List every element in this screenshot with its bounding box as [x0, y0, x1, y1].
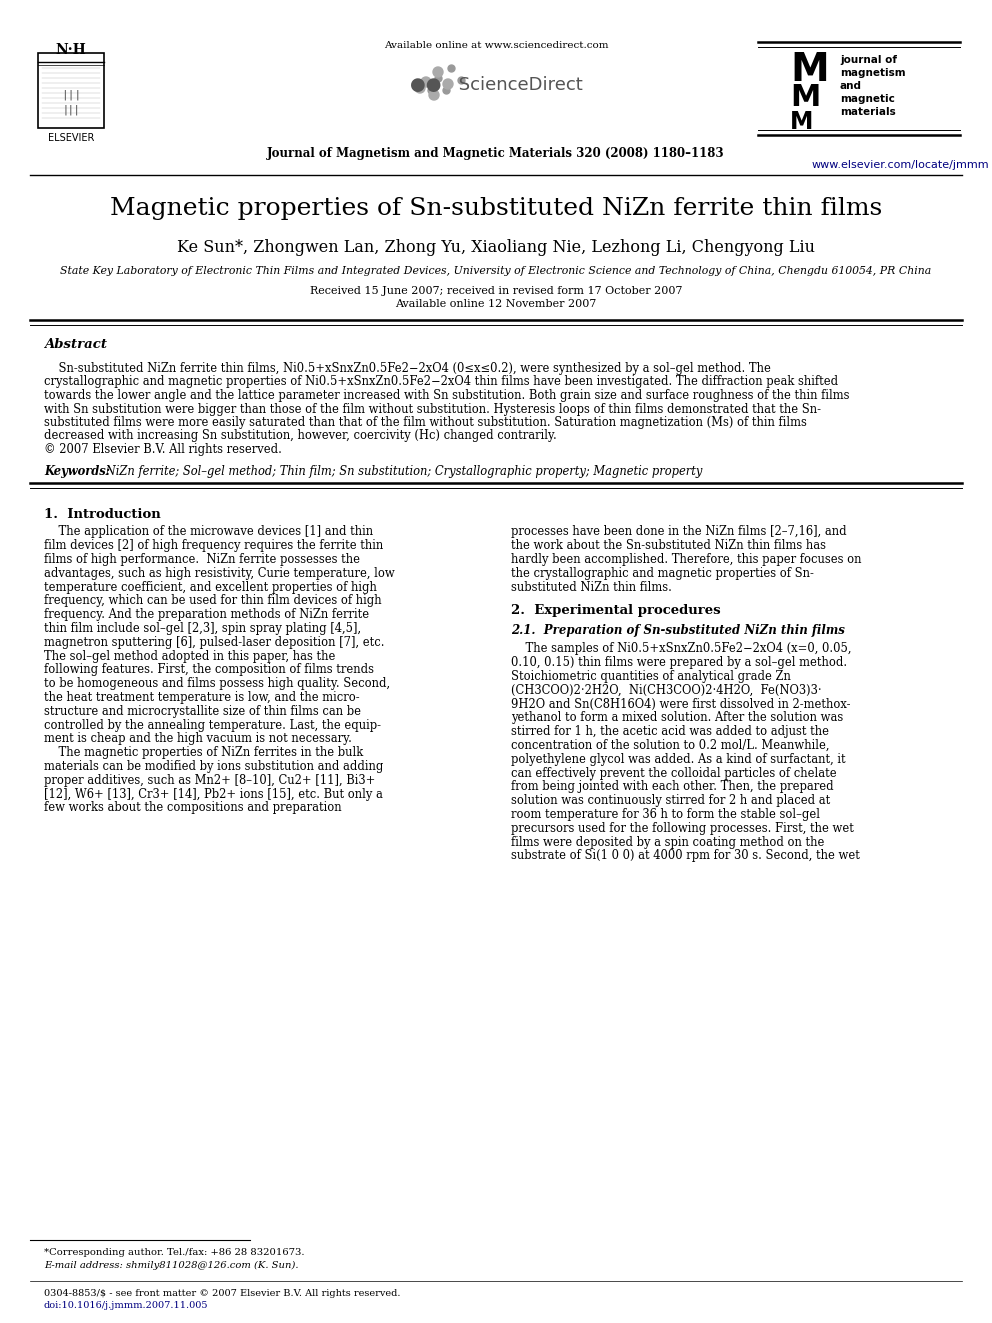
Text: following features. First, the composition of films trends: following features. First, the compositi… [44, 664, 374, 676]
Text: Magnetic properties of Sn-substituted NiZn ferrite thin films: Magnetic properties of Sn-substituted Ni… [110, 197, 882, 220]
Text: and: and [840, 81, 862, 91]
Text: thin film include sol–gel [2,3], spin spray plating [4,5],: thin film include sol–gel [2,3], spin sp… [44, 622, 361, 635]
Text: substituted films were more easily saturated than that of the film without subst: substituted films were more easily satur… [44, 415, 806, 429]
Text: Ke Sun*, Zhongwen Lan, Zhong Yu, Xiaoliang Nie, Lezhong Li, Chengyong Liu: Ke Sun*, Zhongwen Lan, Zhong Yu, Xiaolia… [177, 238, 815, 255]
Text: M: M [790, 52, 828, 89]
Text: the crystallographic and magnetic properties of Sn-: the crystallographic and magnetic proper… [511, 566, 813, 579]
Text: 2.1.  Preparation of Sn-substituted NiZn thin films: 2.1. Preparation of Sn-substituted NiZn … [511, 624, 845, 638]
Text: *Corresponding author. Tel./fax: +86 28 83201673.: *Corresponding author. Tel./fax: +86 28 … [44, 1248, 305, 1257]
Text: precursors used for the following processes. First, the wet: precursors used for the following proces… [511, 822, 854, 835]
Text: The magnetic properties of NiZn ferrites in the bulk: The magnetic properties of NiZn ferrites… [44, 746, 363, 759]
FancyBboxPatch shape [38, 53, 104, 128]
Text: Available online at www.sciencedirect.com: Available online at www.sciencedirect.co… [384, 41, 608, 49]
Text: frequency, which can be used for thin film devices of high: frequency, which can be used for thin fi… [44, 594, 382, 607]
Text: materials: materials [840, 107, 896, 116]
Text: substituted NiZn thin films.: substituted NiZn thin films. [511, 581, 672, 594]
Text: stirred for 1 h, the acetic acid was added to adjust the: stirred for 1 h, the acetic acid was add… [511, 725, 829, 738]
Circle shape [429, 90, 439, 101]
Text: [12], W6+ [13], Cr3+ [14], Pb2+ ions [15], etc. But only a: [12], W6+ [13], Cr3+ [14], Pb2+ ions [15… [44, 787, 383, 800]
Text: polyethylene glycol was added. As a kind of surfactant, it: polyethylene glycol was added. As a kind… [511, 753, 845, 766]
Text: NiZn ferrite; Sol–gel method; Thin film; Sn substitution; Crystallographic prope: NiZn ferrite; Sol–gel method; Thin film;… [102, 464, 702, 478]
Text: 9H2O and Sn(C8H16O4) were first dissolved in 2-methox-: 9H2O and Sn(C8H16O4) were first dissolve… [511, 697, 850, 710]
Text: E-mail address: shmily811028@126.com (K. Sun).: E-mail address: shmily811028@126.com (K.… [44, 1261, 299, 1270]
Text: The sol–gel method adopted in this paper, has the: The sol–gel method adopted in this paper… [44, 650, 335, 663]
Circle shape [443, 79, 453, 89]
Text: M: M [790, 110, 813, 134]
Text: doi:10.1016/j.jmmm.2007.11.005: doi:10.1016/j.jmmm.2007.11.005 [44, 1301, 208, 1310]
Text: towards the lower angle and the lattice parameter increased with Sn substitution: towards the lower angle and the lattice … [44, 389, 849, 402]
Text: 1.  Introduction: 1. Introduction [44, 508, 161, 520]
Text: Received 15 June 2007; received in revised form 17 October 2007: Received 15 June 2007; received in revis… [310, 286, 682, 296]
Text: M: M [790, 83, 820, 112]
Text: |||: ||| [61, 90, 81, 101]
Text: materials can be modified by ions substitution and adding: materials can be modified by ions substi… [44, 761, 383, 773]
Text: Stoichiometric quantities of analytical grade Zn: Stoichiometric quantities of analytical … [511, 671, 791, 683]
Text: room temperature for 36 h to form the stable sol–gel: room temperature for 36 h to form the st… [511, 808, 820, 822]
Text: The samples of Ni0.5+xSnxZn0.5Fe2−2xO4 (x=0, 0.05,: The samples of Ni0.5+xSnxZn0.5Fe2−2xO4 (… [511, 643, 851, 655]
Text: can effectively prevent the colloidal particles of chelate: can effectively prevent the colloidal pa… [511, 767, 836, 779]
Text: substrate of Si(1 0 0) at 4000 rpm for 30 s. Second, the wet: substrate of Si(1 0 0) at 4000 rpm for 3… [511, 849, 860, 863]
Text: 0.10, 0.15) thin films were prepared by a sol–gel method.: 0.10, 0.15) thin films were prepared by … [511, 656, 847, 669]
Text: films of high performance.  NiZn ferrite possesses the: films of high performance. NiZn ferrite … [44, 553, 360, 566]
Text: few works about the compositions and preparation: few works about the compositions and pre… [44, 802, 341, 815]
Text: Abstract: Abstract [44, 339, 107, 352]
Text: yethanol to form a mixed solution. After the solution was: yethanol to form a mixed solution. After… [511, 712, 843, 725]
Text: processes have been done in the NiZn films [2–7,16], and: processes have been done in the NiZn fil… [511, 525, 846, 538]
Text: www.elsevier.com/locate/jmmm: www.elsevier.com/locate/jmmm [811, 160, 989, 169]
Text: State Key Laboratory of Electronic Thin Films and Integrated Devices, University: State Key Laboratory of Electronic Thin … [61, 266, 931, 277]
Text: from being jointed with each other. Then, the prepared: from being jointed with each other. Then… [511, 781, 833, 794]
Text: crystallographic and magnetic properties of Ni0.5+xSnxZn0.5Fe2−2xO4 thin films h: crystallographic and magnetic properties… [44, 376, 838, 389]
Text: films were deposited by a spin coating method on the: films were deposited by a spin coating m… [511, 836, 824, 848]
Text: with Sn substitution were bigger than those of the film without substitution. Hy: with Sn substitution were bigger than th… [44, 402, 821, 415]
Text: |||: ||| [62, 105, 79, 115]
Text: magnetron sputtering [6], pulsed-laser deposition [7], etc.: magnetron sputtering [6], pulsed-laser d… [44, 636, 385, 648]
Text: hardly been accomplished. Therefore, this paper focuses on: hardly been accomplished. Therefore, thi… [511, 553, 861, 566]
Text: N·H: N·H [56, 44, 86, 57]
Text: The application of the microwave devices [1] and thin: The application of the microwave devices… [44, 525, 373, 538]
Text: the heat treatment temperature is low, and the micro-: the heat treatment temperature is low, a… [44, 691, 360, 704]
Text: decreased with increasing Sn substitution, however, coercivity (Hc) changed cont: decreased with increasing Sn substitutio… [44, 430, 557, 442]
Text: structure and microcrystallite size of thin films can be: structure and microcrystallite size of t… [44, 705, 361, 718]
Text: Keywords:: Keywords: [44, 464, 110, 478]
Text: (CH3COO)2·2H2O,  Ni(CH3COO)2·4H2O,  Fe(NO3)3·: (CH3COO)2·2H2O, Ni(CH3COO)2·4H2O, Fe(NO3… [511, 684, 821, 697]
Text: ●●   ScienceDirect: ●● ScienceDirect [410, 75, 582, 94]
Text: 2.  Experimental procedures: 2. Experimental procedures [511, 605, 720, 618]
Text: frequency. And the preparation methods of NiZn ferrite: frequency. And the preparation methods o… [44, 609, 369, 622]
Text: advantages, such as high resistivity, Curie temperature, low: advantages, such as high resistivity, Cu… [44, 566, 395, 579]
Text: temperature coefficient, and excellent properties of high: temperature coefficient, and excellent p… [44, 581, 377, 594]
Text: Available online 12 November 2007: Available online 12 November 2007 [396, 299, 596, 310]
Text: concentration of the solution to 0.2 mol/L. Meanwhile,: concentration of the solution to 0.2 mol… [511, 740, 829, 751]
Text: 0304-8853/$ - see front matter © 2007 Elsevier B.V. All rights reserved.: 0304-8853/$ - see front matter © 2007 El… [44, 1289, 401, 1298]
Text: solution was continuously stirred for 2 h and placed at: solution was continuously stirred for 2 … [511, 794, 830, 807]
Text: controlled by the annealing temperature. Last, the equip-: controlled by the annealing temperature.… [44, 718, 381, 732]
Text: Journal of Magnetism and Magnetic Materials 320 (2008) 1180–1183: Journal of Magnetism and Magnetic Materi… [267, 147, 725, 160]
Text: the work about the Sn-substituted NiZn thin films has: the work about the Sn-substituted NiZn t… [511, 540, 826, 552]
Text: magnetic: magnetic [840, 94, 895, 105]
Circle shape [415, 83, 425, 93]
Text: film devices [2] of high frequency requires the ferrite thin: film devices [2] of high frequency requi… [44, 540, 383, 552]
Text: ELSEVIER: ELSEVIER [48, 134, 94, 143]
Text: journal of: journal of [840, 56, 897, 65]
Circle shape [433, 67, 443, 77]
Text: magnetism: magnetism [840, 67, 906, 78]
Text: Sn-substituted NiZn ferrite thin films, Ni0.5+xSnxZn0.5Fe2−2xO4 (0≤x≤0.2), were : Sn-substituted NiZn ferrite thin films, … [44, 363, 771, 374]
Text: © 2007 Elsevier B.V. All rights reserved.: © 2007 Elsevier B.V. All rights reserved… [44, 443, 282, 456]
Text: proper additives, such as Mn2+ [8–10], Cu2+ [11], Bi3+: proper additives, such as Mn2+ [8–10], C… [44, 774, 375, 787]
Text: to be homogeneous and films possess high quality. Second,: to be homogeneous and films possess high… [44, 677, 390, 691]
Text: ment is cheap and the high vacuum is not necessary.: ment is cheap and the high vacuum is not… [44, 733, 352, 745]
Circle shape [421, 77, 431, 87]
